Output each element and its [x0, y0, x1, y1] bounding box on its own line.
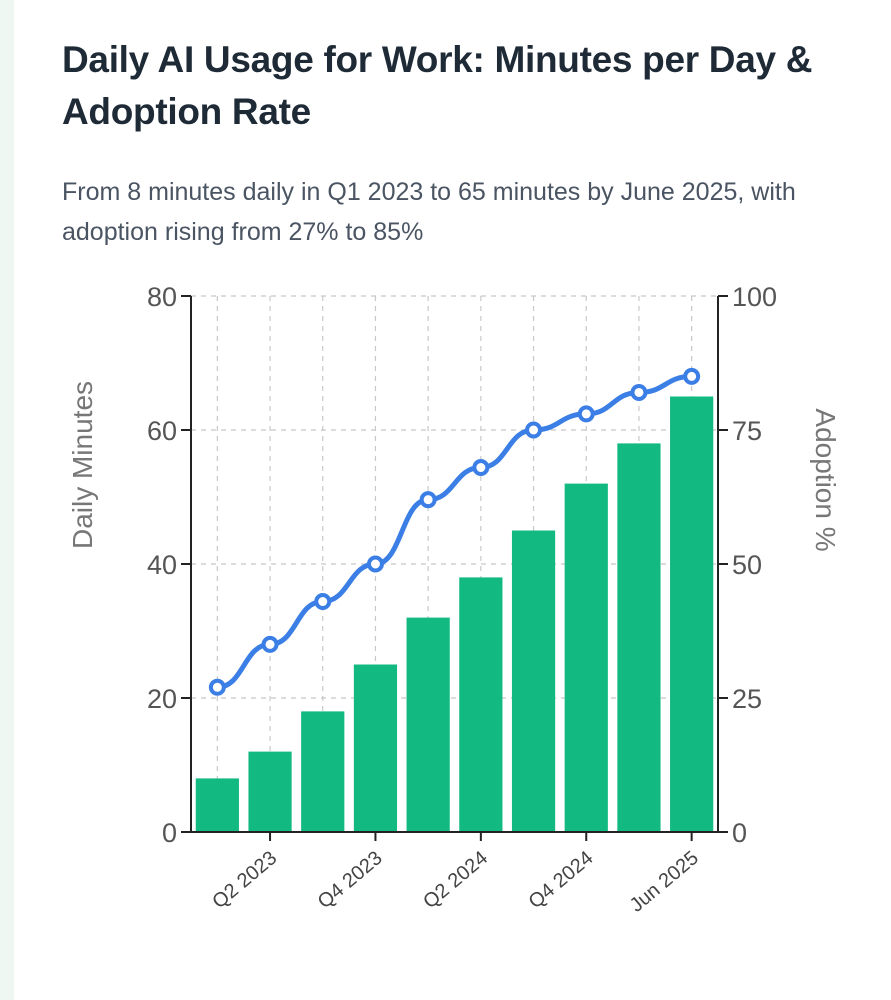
adoption-point	[630, 383, 648, 401]
adoption-line	[217, 373, 692, 690]
left-tick-label: 20	[147, 684, 177, 714]
adoption-point	[577, 405, 595, 423]
adoption-point	[261, 635, 279, 653]
left-edge-strip	[0, 0, 14, 1000]
right-tick-label: 25	[732, 684, 762, 714]
bar	[406, 617, 450, 832]
x-tick-label: Q4 2023	[314, 847, 387, 913]
x-tick-label: Q2 2024	[419, 847, 492, 913]
bar	[670, 396, 714, 832]
x-tick-label: Jun 2025	[626, 847, 703, 917]
left-tick-label: 80	[147, 282, 177, 312]
bar	[353, 664, 398, 832]
right-tick-label: 100	[732, 282, 777, 312]
right-axis-title: Adoption %	[810, 408, 841, 551]
x-tick-label: Q4 2024	[525, 847, 598, 913]
left-tick-label: 60	[147, 416, 177, 446]
bar	[459, 577, 503, 832]
line-series	[208, 367, 701, 696]
bar	[564, 483, 608, 832]
bar	[511, 530, 556, 832]
left-tick-label: 40	[147, 550, 177, 580]
left-tick-label: 0	[162, 818, 177, 848]
adoption-point	[366, 555, 384, 573]
bar	[248, 751, 292, 832]
right-tick-label: 75	[732, 416, 762, 446]
bar-series	[195, 396, 714, 832]
right-tick-label: 50	[732, 550, 762, 580]
adoption-point	[314, 593, 332, 611]
adoption-point	[683, 367, 701, 385]
bar	[617, 443, 661, 832]
adoption-point	[208, 678, 226, 696]
x-tick-label: Q2 2023	[208, 847, 281, 913]
bar	[195, 778, 239, 832]
adoption-point	[525, 421, 543, 439]
right-tick-label: 0	[732, 818, 747, 848]
chart-title: Daily AI Usage for Work: Minutes per Day…	[62, 39, 813, 132]
bar	[301, 711, 345, 832]
adoption-point	[472, 459, 490, 477]
left-axis-title: Daily Minutes	[67, 381, 98, 549]
adoption-point	[419, 491, 437, 509]
chart-subtitle: From 8 minutes daily in Q1 2023 to 65 mi…	[62, 178, 796, 246]
